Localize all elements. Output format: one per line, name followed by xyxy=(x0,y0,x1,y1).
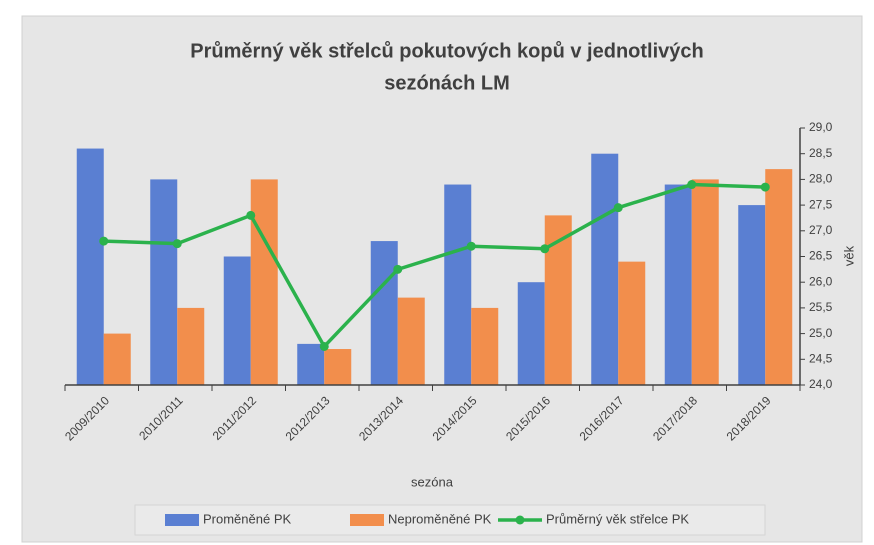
bar xyxy=(591,153,619,385)
bar xyxy=(471,307,499,385)
chart-title: sezónách LM xyxy=(384,72,510,94)
bar xyxy=(765,169,793,385)
line-marker xyxy=(760,182,770,192)
y-tick-label: 27,0 xyxy=(809,223,833,237)
bar xyxy=(250,179,278,385)
bar xyxy=(517,282,545,385)
line-marker xyxy=(99,236,109,246)
bar xyxy=(223,256,251,385)
y-tick-label: 29,0 xyxy=(809,120,833,134)
bar xyxy=(444,184,472,385)
bar xyxy=(544,215,572,385)
bar xyxy=(664,184,692,385)
line-marker xyxy=(540,244,550,254)
line-series xyxy=(103,182,766,350)
line-marker xyxy=(687,180,697,190)
bar xyxy=(618,261,646,385)
bar xyxy=(76,148,104,385)
legend-label: Neproměněné PK xyxy=(388,511,492,526)
legend-swatch xyxy=(515,515,525,525)
line-marker xyxy=(466,241,476,251)
bar xyxy=(297,343,325,385)
legend-label: Proměněné PK xyxy=(203,511,291,526)
legend xyxy=(134,504,766,536)
bar xyxy=(103,333,131,385)
y-tick-label: 24,0 xyxy=(809,377,833,391)
line-marker xyxy=(319,341,329,351)
bar xyxy=(150,179,178,385)
bar xyxy=(370,241,398,385)
legend-swatch xyxy=(350,514,384,526)
y-tick-label: 27,5 xyxy=(809,197,833,211)
y-tick-label: 26,5 xyxy=(809,249,833,263)
line-marker xyxy=(172,239,182,249)
y-tick-label: 28,0 xyxy=(809,172,833,186)
chart-title: Průměrný věk střelců pokutových kopů v j… xyxy=(190,40,704,62)
bar xyxy=(691,179,719,385)
bar xyxy=(324,349,352,385)
x-axis-title: sezóna xyxy=(411,474,454,489)
y-tick-label: 28,5 xyxy=(809,146,833,160)
chart-background xyxy=(21,15,863,543)
y-tick-label: 25,0 xyxy=(809,326,833,340)
bar xyxy=(738,205,766,385)
bar xyxy=(397,297,425,385)
line-marker xyxy=(613,203,623,213)
line-marker xyxy=(393,264,403,274)
legend-swatch xyxy=(165,514,199,526)
line-marker xyxy=(246,210,256,220)
y-tick-label: 24,5 xyxy=(809,351,833,365)
y-axis-title: věk xyxy=(841,245,856,266)
y-tick-label: 26,0 xyxy=(809,274,833,288)
legend-label: Průměrný věk střelce PK xyxy=(546,511,689,526)
bar xyxy=(177,307,205,385)
y-tick-label: 25,5 xyxy=(809,300,833,314)
